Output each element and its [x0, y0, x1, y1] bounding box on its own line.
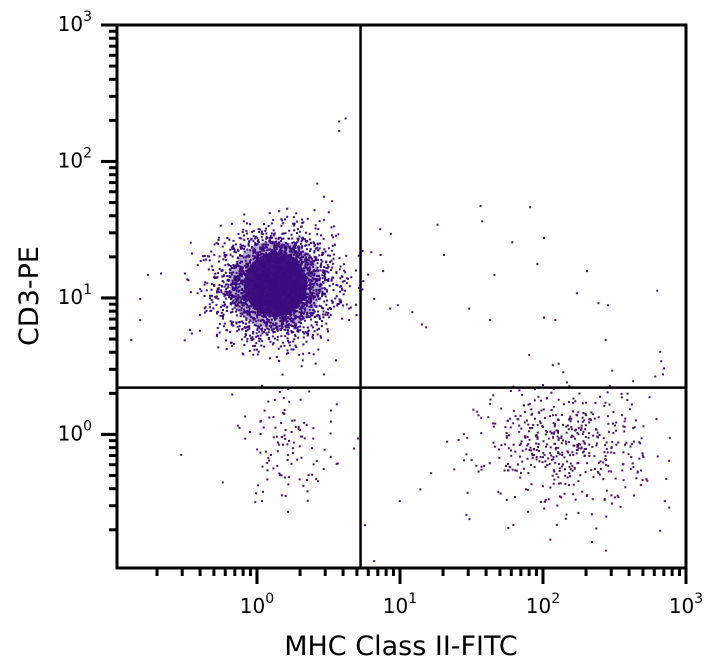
plot-frame [115, 23, 688, 570]
y-tick-label: 101 [58, 282, 92, 309]
y-tick-label: 103 [58, 9, 92, 36]
y-tick-label: 100 [58, 418, 92, 445]
outlier-events [130, 117, 666, 563]
x-axis-ticks [155, 568, 688, 584]
y-axis-tick-labels: 100 101 102 103 [58, 9, 92, 445]
population-cluster [221, 388, 339, 513]
x-tick-label: 100 [240, 591, 274, 618]
y-tick-label: 102 [58, 145, 92, 172]
x-axis-label: MHC Class II-FITC [284, 631, 518, 662]
y-axis-label: CD3-PE [14, 246, 45, 346]
x-axis-tick-labels: 100 101 102 103 [240, 591, 703, 618]
population-cluster [419, 354, 671, 552]
x-tick-label: 102 [526, 591, 560, 618]
x-tick-label: 101 [383, 591, 417, 618]
population-cluster [160, 195, 382, 396]
quadrant-gates [117, 25, 686, 568]
y-axis-ticks [101, 23, 117, 532]
x-tick-label: 103 [669, 591, 703, 618]
event-dots [130, 117, 671, 563]
